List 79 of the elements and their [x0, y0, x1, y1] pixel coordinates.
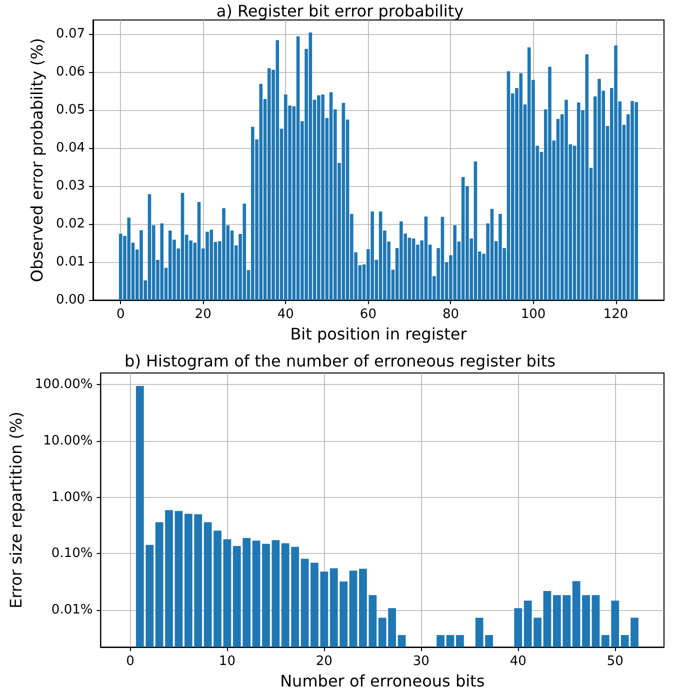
bar — [342, 102, 346, 300]
bar — [490, 208, 494, 300]
x-tick-label: 40 — [510, 654, 526, 670]
y-tick-label: 0.10% — [51, 546, 93, 562]
bar — [284, 94, 288, 300]
bar — [210, 230, 214, 300]
bar — [180, 192, 184, 300]
y-tick-label: 0.03 — [56, 178, 85, 194]
y-tick-label: 0.07 — [56, 26, 85, 42]
bar — [118, 234, 122, 300]
y-axis-title: Observed error probability (%) — [28, 38, 47, 282]
y-tick-label: 0.01 — [56, 254, 85, 270]
bar — [296, 36, 300, 300]
x-tick-label: 40 — [277, 307, 294, 322]
y-tick-label: 0.05 — [56, 102, 85, 118]
bar — [506, 71, 510, 300]
bar — [378, 212, 382, 300]
bar — [598, 78, 601, 300]
y-tick-label: 100.00% — [34, 377, 93, 392]
bar — [222, 208, 226, 300]
bar — [548, 66, 552, 300]
bar — [498, 214, 502, 300]
x-tick-label: 20 — [316, 654, 332, 670]
bar — [527, 47, 531, 300]
x-tick-label: 20 — [194, 307, 212, 322]
bar — [148, 194, 152, 300]
bar — [519, 73, 523, 300]
bar — [321, 94, 324, 300]
y-tick-label: 0.00 — [56, 292, 85, 308]
bar — [317, 95, 320, 300]
bar — [474, 161, 478, 300]
x-tick-label: 60 — [360, 307, 376, 322]
x-tick-label: 80 — [442, 307, 459, 322]
x-tick-label: 10 — [218, 654, 236, 670]
y-tick-label: 10.00% — [43, 433, 93, 448]
bar — [400, 221, 403, 300]
bar — [308, 32, 312, 300]
y-tick-label: 1.00% — [51, 490, 93, 505]
bar — [630, 100, 634, 300]
x-tick-label: 30 — [412, 654, 430, 670]
x-axis-title: Number of erroneous bits — [280, 672, 485, 690]
bar — [576, 102, 580, 300]
bar — [268, 68, 271, 300]
x-tick-label: 100 — [520, 307, 546, 322]
bar — [634, 102, 638, 300]
bar — [461, 176, 465, 300]
bar — [242, 204, 246, 300]
x-tick-label: 120 — [603, 307, 628, 322]
bar — [614, 45, 618, 300]
bar — [276, 40, 280, 300]
x-axis-title: Bit position in register — [290, 324, 468, 344]
bar — [424, 216, 428, 300]
chart-title: a) Register bit error probability — [216, 2, 464, 20]
bar — [140, 230, 143, 300]
bar — [412, 238, 416, 300]
y-tick-label: 0.04 — [56, 140, 85, 156]
y-tick-label: 0.06 — [56, 64, 85, 80]
y-tick-label: 0.02 — [56, 216, 85, 232]
bar — [408, 238, 412, 300]
x-tick-label: 0 — [126, 654, 134, 670]
x-tick-label: 0 — [116, 307, 125, 322]
bar — [160, 223, 164, 300]
bar — [564, 100, 568, 300]
bar — [329, 92, 333, 300]
bar — [206, 232, 209, 300]
bar — [370, 212, 374, 300]
bar — [127, 218, 131, 300]
chart-title: b) Histogram of the number of erroneous register bits — [124, 352, 556, 370]
x-tick-label: 50 — [606, 654, 624, 670]
y-axis-title: Error size repartition (%) — [6, 412, 26, 609]
bar — [453, 225, 456, 300]
bar — [585, 54, 589, 300]
bar — [259, 84, 263, 300]
bar — [250, 126, 254, 300]
bar — [197, 202, 201, 300]
bar — [168, 230, 172, 300]
y-tick-label: 0.01% — [51, 602, 93, 618]
bar — [556, 118, 560, 300]
bar — [440, 216, 444, 300]
